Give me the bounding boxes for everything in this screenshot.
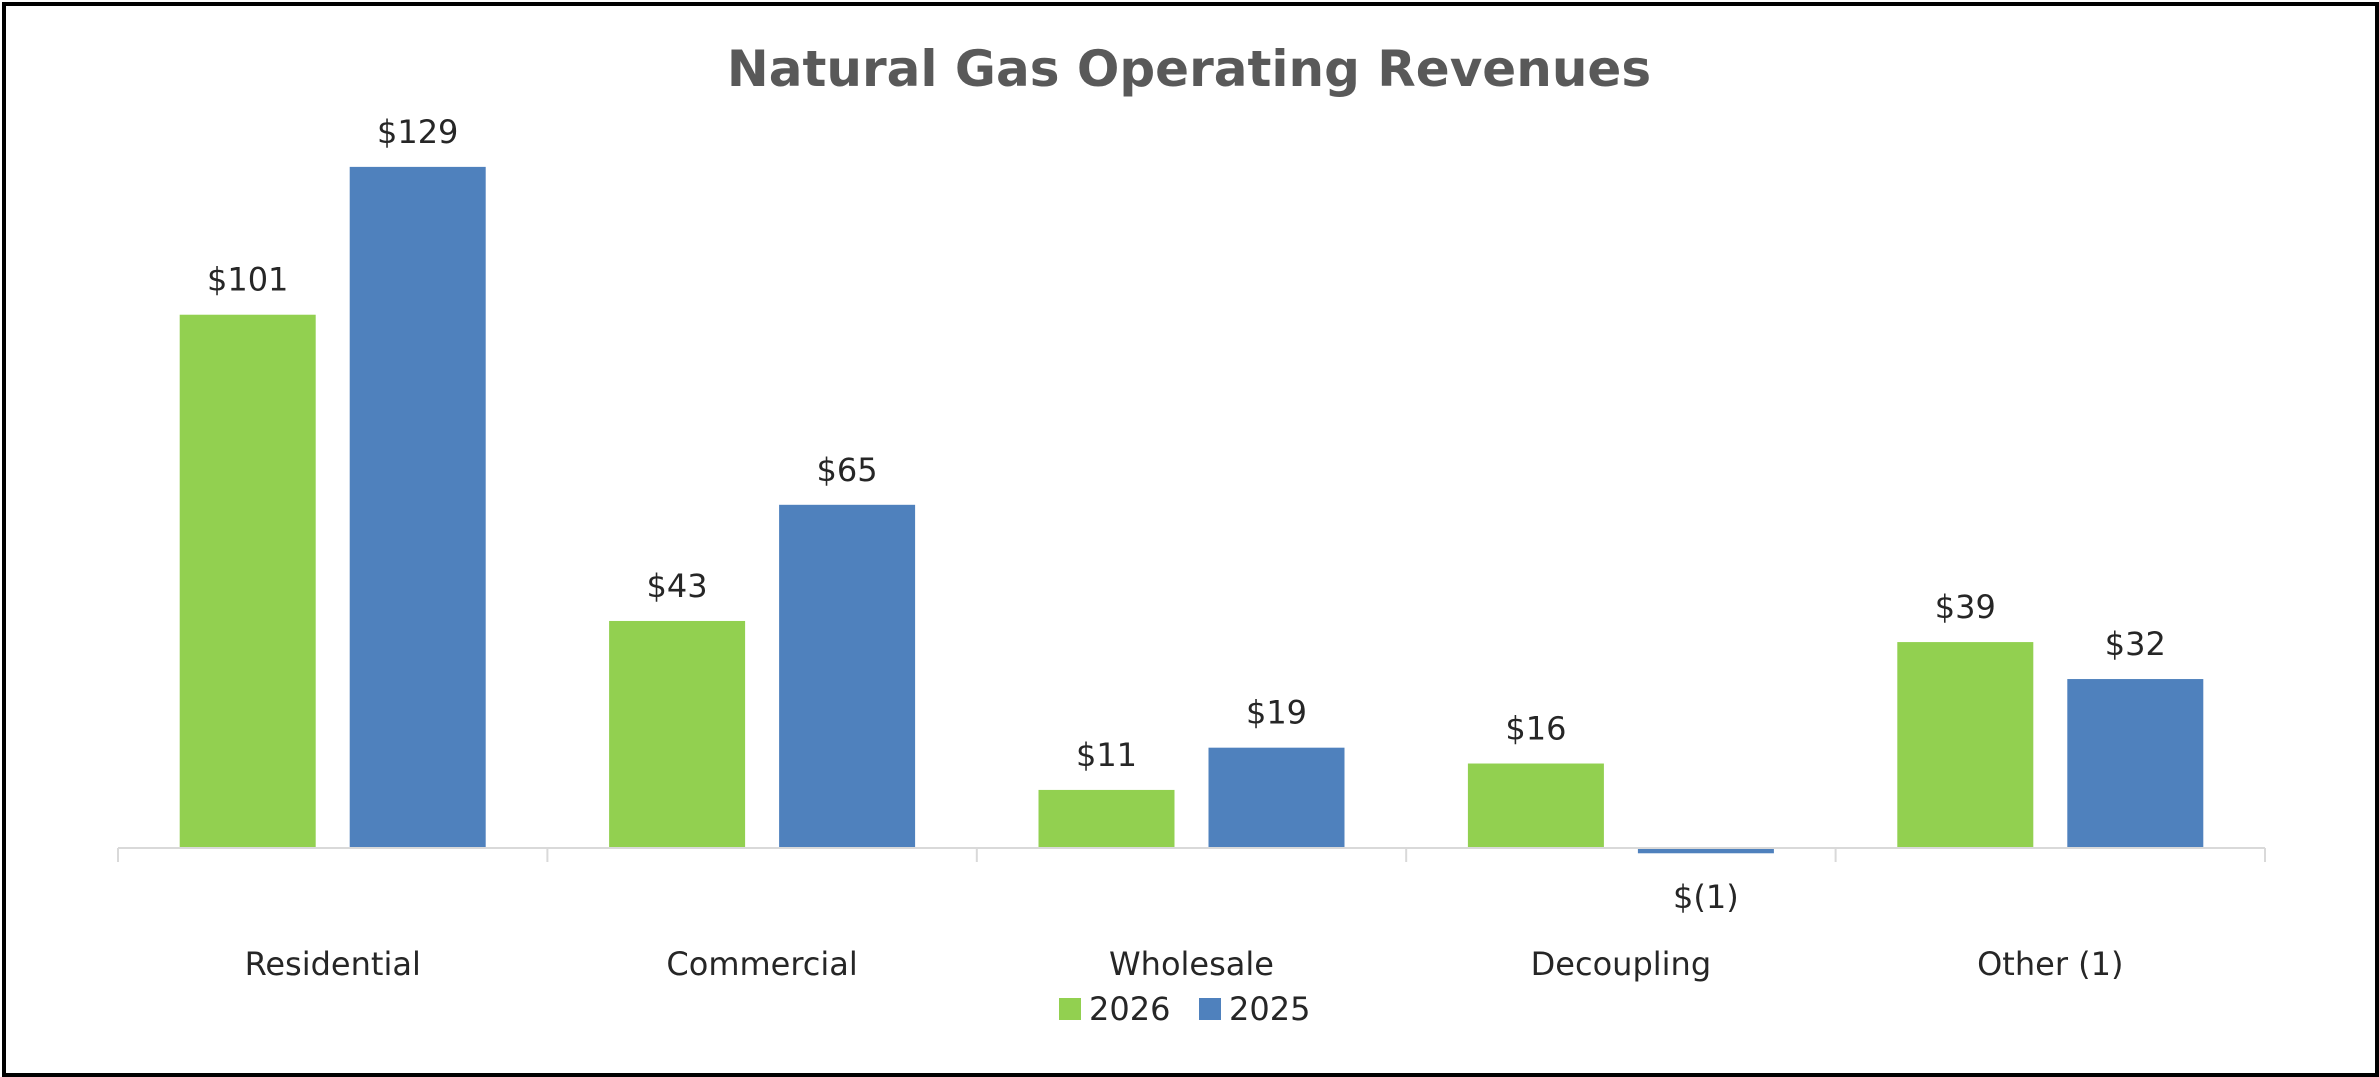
category-label: Other (1) <box>1977 945 2123 983</box>
chart-title: Natural Gas Operating Revenues <box>727 40 1651 98</box>
bars-group: $101 $129 $43 $65 $11 $19 $16 $(1) $39 $32 <box>179 113 2204 916</box>
data-label: $101 <box>207 261 288 299</box>
bar-other-1--2026 <box>1897 642 2034 848</box>
data-label: $32 <box>2105 625 2166 663</box>
category-label: Wholesale <box>1109 945 1274 983</box>
data-label: $19 <box>1246 694 1307 732</box>
bar-decoupling-2026 <box>1467 763 1604 848</box>
category-label: Residential <box>245 945 421 983</box>
bar-other-1--2025 <box>2067 679 2204 848</box>
legend-label-2025: 2025 <box>1229 990 1310 1028</box>
bar-wholesale-2025 <box>1208 747 1345 848</box>
data-label: $(1) <box>1673 878 1739 916</box>
legend: 2026 2025 <box>1059 990 1310 1028</box>
data-label: $11 <box>1076 736 1137 774</box>
legend-label-2026: 2026 <box>1089 990 1170 1028</box>
data-label: $16 <box>1505 710 1566 748</box>
category-label: Decoupling <box>1531 945 1711 983</box>
data-label: $65 <box>817 451 878 489</box>
data-label: $129 <box>377 113 458 151</box>
bar-residential-2025 <box>349 166 486 848</box>
bar-residential-2026 <box>179 314 316 849</box>
bar-decoupling-2025 <box>1637 848 1774 854</box>
bar-commercial-2025 <box>779 504 916 848</box>
legend-swatch-2026 <box>1059 998 1081 1020</box>
x-axis: Residential Commercial Wholesale Decoupling… <box>117 847 2266 983</box>
bar-wholesale-2026 <box>1038 789 1175 848</box>
data-label: $39 <box>1935 588 1996 626</box>
bar-commercial-2026 <box>609 620 746 848</box>
category-label: Commercial <box>666 945 857 983</box>
legend-swatch-2025 <box>1199 998 1221 1020</box>
data-label: $43 <box>647 567 708 605</box>
